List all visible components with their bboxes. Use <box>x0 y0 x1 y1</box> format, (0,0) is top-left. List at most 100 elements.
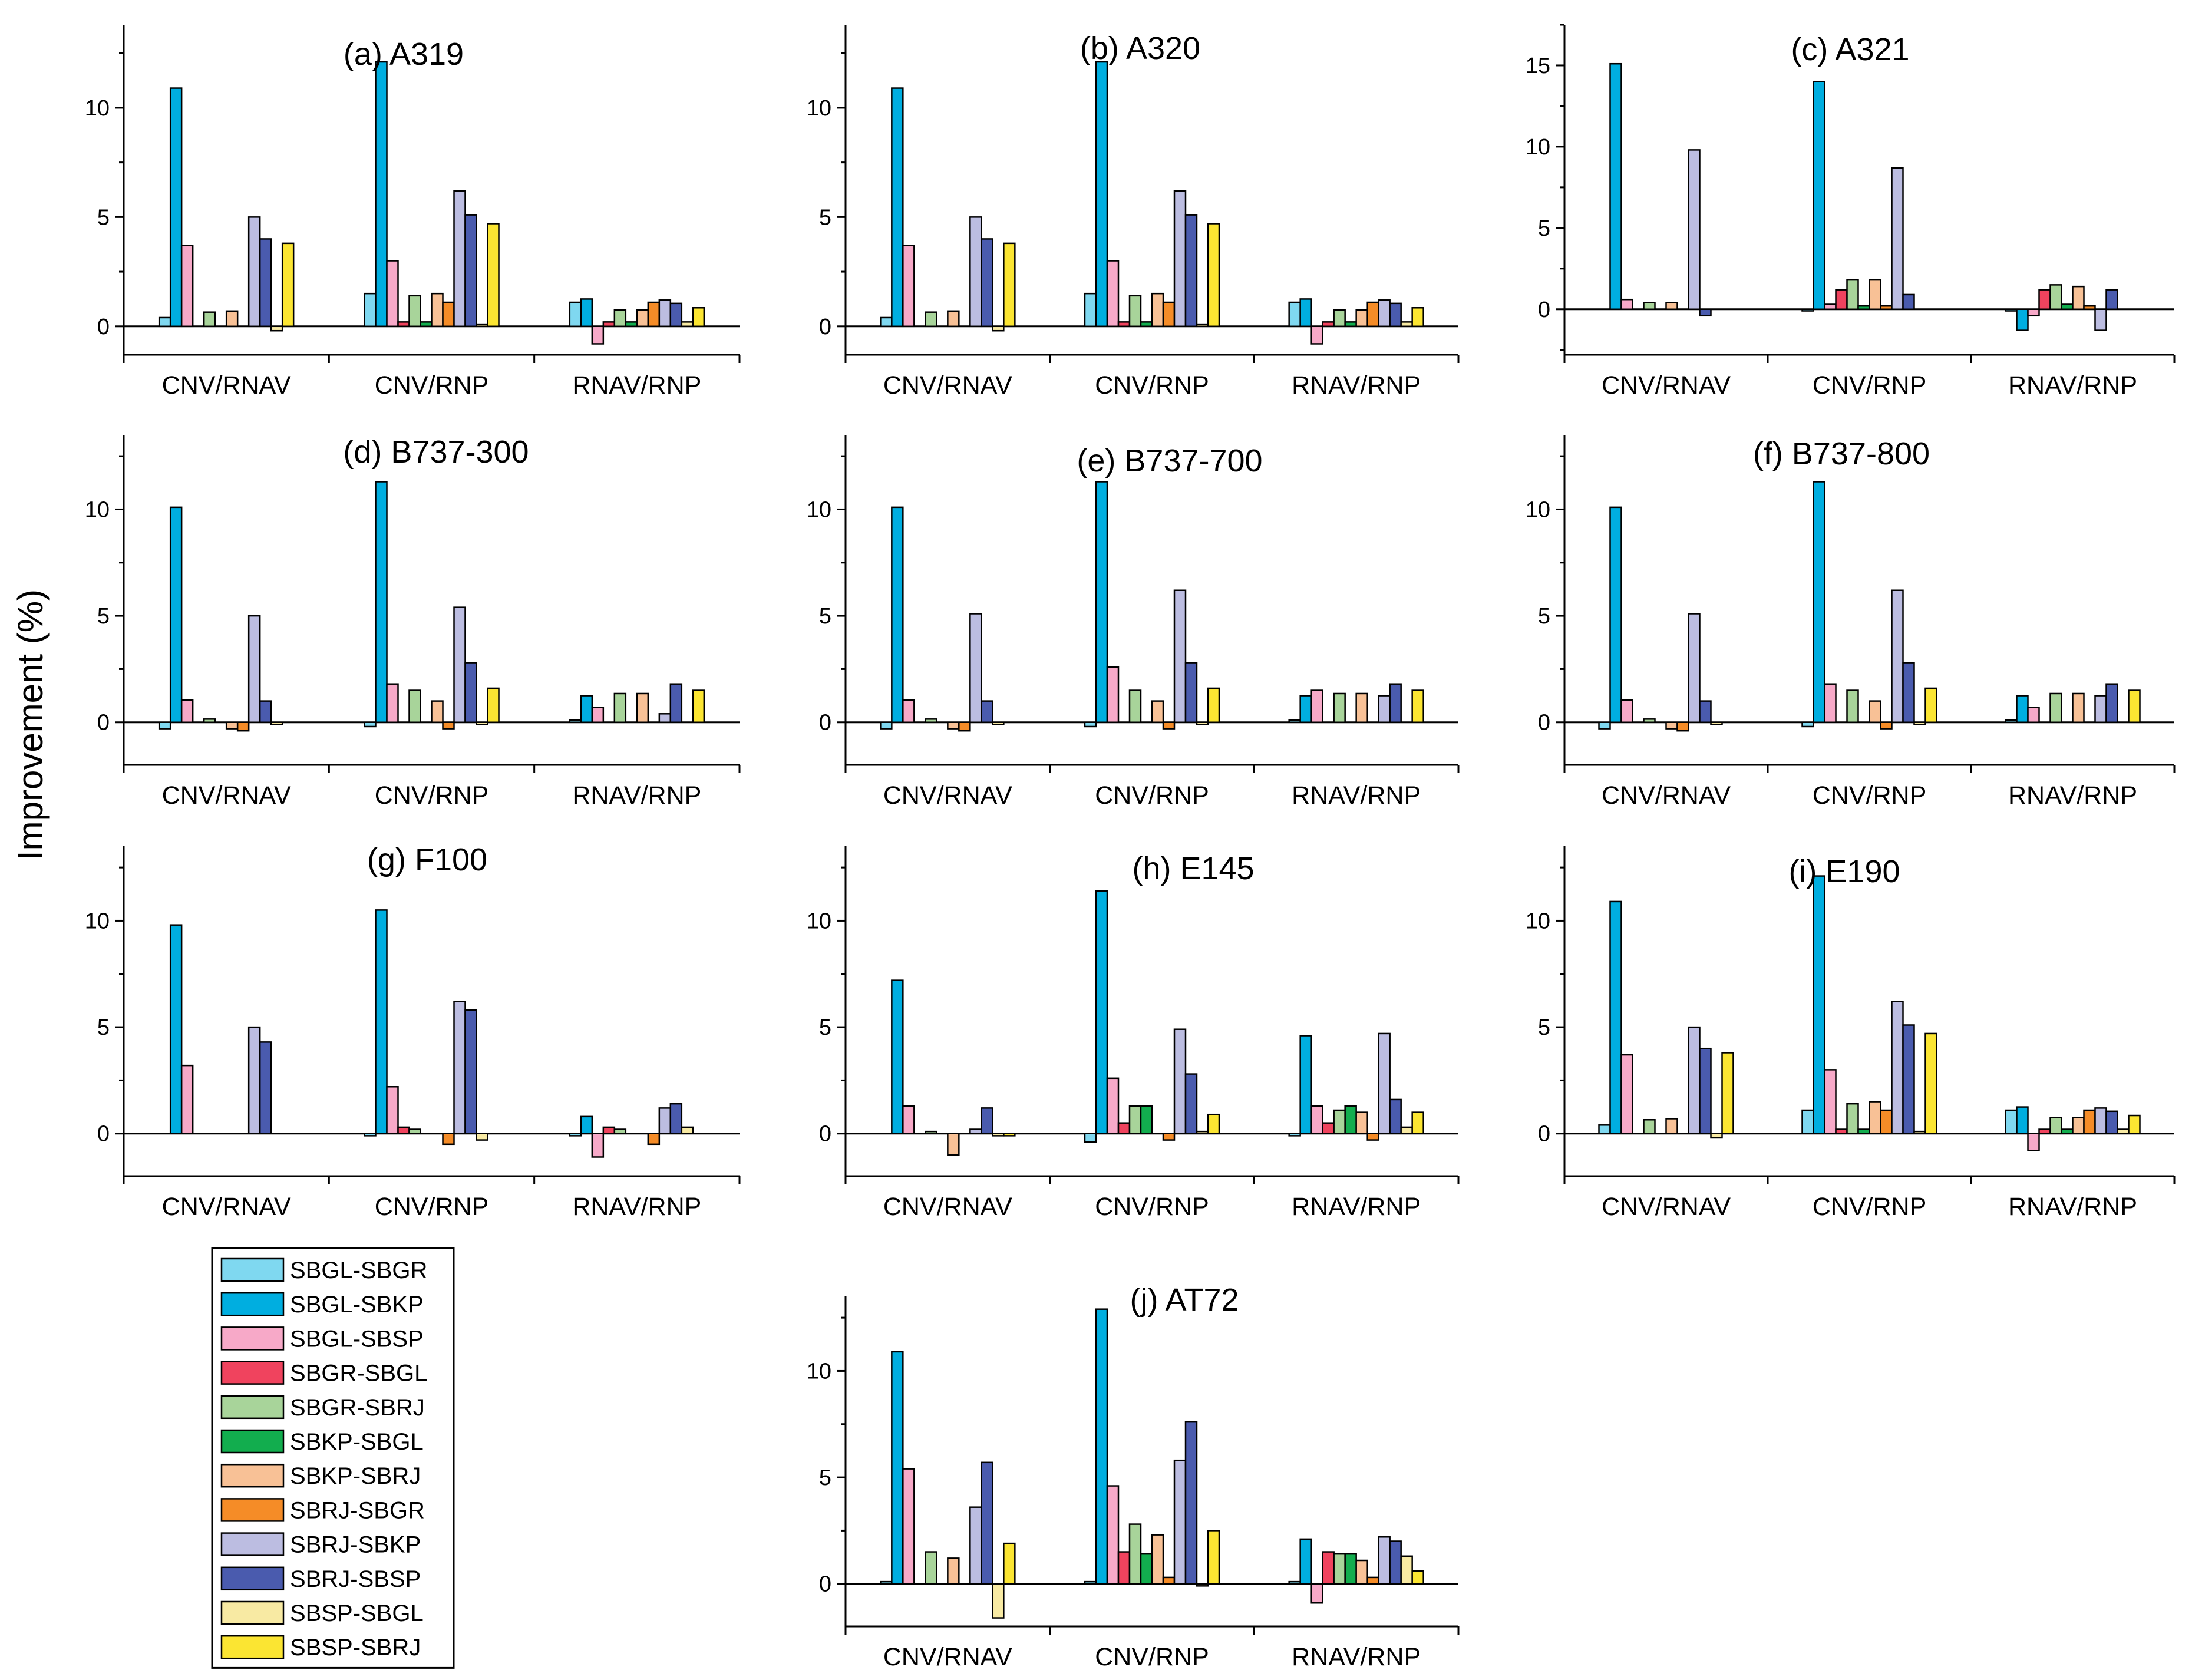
bar-sbrj-sbkp-cnv-rnav <box>969 613 982 723</box>
bar-sbgr-sbgl-cnv-rnp <box>1117 321 1131 328</box>
panel-j-at72: 0 5 10 CNV/RNAV CNV/RNP RNAV/RNP (j) AT72 <box>807 1282 1460 1671</box>
bar-sbrj-sbgr-rnav-rnp <box>2083 1109 2096 1134</box>
bar-sbgl-sbgr-rnav-rnp <box>1288 719 1301 723</box>
bar-sbsp-sbgl-cnv-rnp <box>1196 1583 1209 1587</box>
bar-sbrj-sbgr-rnav-rnp <box>1366 1133 1379 1141</box>
bar-sbrj-sbgr-cnv-rnav <box>958 721 971 732</box>
bar-sbgl-sbkp-cnv-rnav <box>169 87 183 328</box>
bar-sbrj-sbkp-cnv-rnav <box>1688 613 1701 723</box>
x-category-label: CNV/RNP <box>1813 1193 1927 1221</box>
bar-sbrj-sbgr-cnv-rnav <box>236 721 250 732</box>
bar-sbkp-sbrj-cnv-rnp <box>1869 1101 1881 1134</box>
x-category-label: CNV/RNP <box>1813 371 1927 400</box>
bar-sbgl-sbsp-cnv-rnp <box>386 260 399 328</box>
x-category-label: RNAV/RNP <box>2008 781 2137 810</box>
bar-sbrj-sbkp-cnv-rnav <box>969 1506 982 1585</box>
bar-sbgl-sbkp-rnav-rnp <box>580 1115 593 1134</box>
bar-sbgl-sbsp-cnv-rnp <box>1824 683 1837 723</box>
bar-sbgl-sbkp-cnv-rnp <box>1813 481 1825 723</box>
panel-g-f100: 0 5 10 CNV/RNAV CNV/RNP RNAV/RNP (g) F100 <box>85 842 741 1221</box>
bar-sbkp-sbgl-rnav-rnp <box>2061 1128 2074 1134</box>
bar-sbsp-sbgl-cnv-rnav <box>992 1133 1005 1137</box>
bar-sbgl-sbgr-rnav-rnp <box>2005 1109 2018 1134</box>
bar-sbrj-sbsp-rnav-rnp <box>669 1103 683 1134</box>
bar-sbgr-sbgl-rnav-rnp <box>1322 321 1335 328</box>
bar-sbrj-sbsp-cnv-rnp <box>464 662 477 723</box>
bar-sbkp-sbrj-rnav-rnp <box>2072 692 2085 723</box>
panel-b-a320: 0 5 10 CNV/RNAV CNV/RNP RNAV/RNP (b) A320 <box>807 25 1460 400</box>
panel-title: (g) F100 <box>367 842 487 877</box>
bar-sbgl-sbsp-rnav-rnp <box>1310 689 1323 723</box>
bar-sbrj-sbkp-cnv-rnav <box>969 1128 982 1134</box>
bar-sbrj-sbsp-cnv-rnav <box>981 700 993 723</box>
bar-sbsp-sbrj-cnv-rnav <box>1003 1542 1016 1585</box>
bar-sbrj-sbkp-rnav-rnp <box>1378 299 1391 328</box>
bar-sbsp-sbrj-cnv-rnp <box>1207 1113 1220 1134</box>
y-tick-label: 5 <box>97 604 110 629</box>
y-tick-label: 5 <box>97 1015 110 1040</box>
bar-sbrj-sbsp-cnv-rnp <box>464 1009 477 1134</box>
bar-sbrj-sbsp-rnav-rnp <box>1389 683 1402 723</box>
bar-sbrj-sbkp-rnav-rnp <box>658 1107 672 1134</box>
bar-sbrj-sbkp-cnv-rnp <box>453 1001 466 1134</box>
bar-sbrj-sbsp-cnv-rnav <box>981 1107 993 1134</box>
bar-sbgr-sbrj-rnav-rnp <box>2049 692 2062 723</box>
bar-sbgl-sbgr-cnv-rnav <box>1598 1124 1611 1134</box>
bar-sbgl-sbsp-cnv-rnav <box>180 245 194 328</box>
y-tick-label: 10 <box>1526 135 1550 160</box>
bar-sbgl-sbgr-cnv-rnav <box>1598 721 1611 730</box>
bar-sbgl-sbgr-rnav-rnp <box>2005 308 2018 312</box>
panel-title: (c) A321 <box>1791 32 1909 67</box>
bar-sbgr-sbrj-cnv-rnp <box>1846 279 1859 311</box>
legend-label: SBGL-SBSP <box>290 1326 424 1352</box>
legend-label: SBGR-SBRJ <box>290 1395 425 1421</box>
bar-sbkp-sbrj-cnv-rnav <box>947 1133 960 1156</box>
x-category-label: RNAV/RNP <box>1292 781 1421 810</box>
y-tick-label: 10 <box>807 1359 831 1384</box>
bar-sbrj-sbkp-cnv-rnp <box>1891 167 1904 311</box>
bar-sbrj-sbgr-cnv-rnp <box>1880 1109 1893 1134</box>
panel-e-b737-700: 0 5 10 CNV/RNAV CNV/RNP RNAV/RNP (e) B737-700 <box>807 435 1460 810</box>
bar-sbgl-sbgr-cnv-rnav <box>880 316 893 328</box>
bar-sbsp-sbgl-cnv-rnav <box>1710 1133 1723 1139</box>
bar-sbgl-sbsp-cnv-rnp <box>1106 1485 1120 1585</box>
bar-sbkp-sbrj-cnv-rnp <box>1151 1534 1164 1585</box>
bar-sbgl-sbgr-cnv-rnp <box>364 292 377 328</box>
y-tick-label: 0 <box>819 315 831 339</box>
bar-sbkp-sbrj-cnv-rnav <box>1665 1118 1678 1134</box>
x-category-label: RNAV/RNP <box>1292 371 1421 400</box>
bar-sbgl-sbkp-cnv-rnav <box>1609 506 1622 723</box>
bar-sbsp-sbgl-rnav-rnp <box>1400 1126 1413 1134</box>
bar-sbgr-sbrj-rnav-rnp <box>2049 284 2062 311</box>
x-category-label: RNAV/RNP <box>572 1193 701 1221</box>
legend-label: SBKP-SBRJ <box>290 1463 421 1489</box>
bar-sbgr-sbgl-rnav-rnp <box>2038 289 2051 311</box>
legend-label: SBRJ-SBSP <box>290 1566 421 1592</box>
bar-sbgl-sbsp-cnv-rnav <box>1620 298 1633 311</box>
bar-sbrj-sbsp-cnv-rnav <box>1699 308 1712 317</box>
bar-sbsp-sbgl-rnav-rnp <box>681 1126 694 1134</box>
bar-sbsp-sbgl-cnv-rnp <box>1196 721 1209 725</box>
bar-sbgr-sbrj-cnv-rnp <box>1128 689 1142 723</box>
bar-sbsp-sbrj-cnv-rnav <box>1721 1052 1734 1134</box>
bar-sbgl-sbsp-cnv-rnp <box>1824 1069 1837 1134</box>
bar-sbsp-sbrj-rnav-rnp <box>1411 307 1424 328</box>
bar-sbrj-sbsp-cnv-rnav <box>259 700 272 723</box>
bar-sbgl-sbsp-cnv-rnp <box>1106 666 1120 723</box>
bar-sbgl-sbkp-rnav-rnp <box>2016 1106 2029 1134</box>
bar-sbrj-sbsp-cnv-rnp <box>1184 1073 1198 1134</box>
panel-title: (j) AT72 <box>1130 1282 1239 1318</box>
bar-sbrj-sbkp-rnav-rnp <box>1378 695 1391 723</box>
bar-sbkp-sbgl-cnv-rnp <box>1857 305 1870 311</box>
legend-label: SBGL-SBKP <box>290 1292 424 1318</box>
bar-sbkp-sbgl-cnv-rnp <box>1140 321 1153 328</box>
bar-sbrj-sbsp-cnv-rnp <box>1902 662 1915 723</box>
bar-sbgl-sbkp-cnv-rnav <box>169 506 183 723</box>
bar-sbkp-sbrj-cnv-rnav <box>947 1557 960 1585</box>
bar-sbsp-sbrj-rnav-rnp <box>692 689 705 723</box>
bar-sbgl-sbsp-rnav-rnp <box>591 707 605 723</box>
bar-sbkp-sbgl-cnv-rnp <box>420 321 433 328</box>
bar-sbkp-sbgl-rnav-rnp <box>1344 1105 1357 1134</box>
x-category-label: RNAV/RNP <box>2008 371 2137 400</box>
x-category-label: CNV/RNP <box>375 371 489 400</box>
